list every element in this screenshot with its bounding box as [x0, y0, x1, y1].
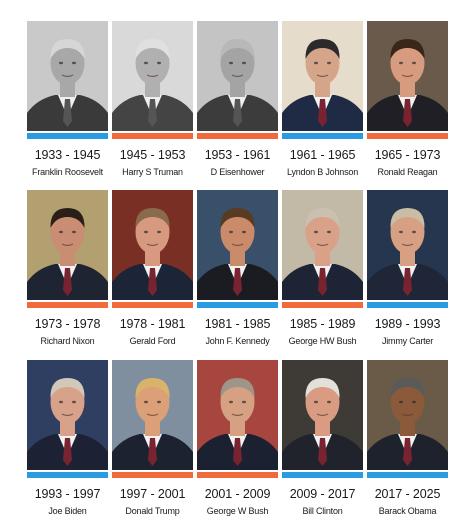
portrait-photo — [27, 190, 108, 300]
president-card: 1961 - 1965 Lyndon B Johnson — [282, 21, 363, 186]
president-card: 1965 - 1973 Ronald Reagan — [367, 21, 448, 186]
portrait-photo — [367, 190, 448, 300]
party-bar — [27, 302, 108, 308]
president-card: 1973 - 1978 Richard Nixon — [27, 190, 108, 355]
term-years: 1993 - 1997 — [34, 487, 101, 501]
president-card: 1989 - 1993 Jimmy Carter — [367, 190, 448, 355]
portrait-image — [112, 21, 193, 131]
term-years: 1965 - 1973 — [374, 148, 441, 162]
party-bar — [197, 472, 278, 478]
president-name: Joe Biden — [48, 506, 87, 516]
president-card: 1945 - 1953 Harry S Truman — [112, 21, 193, 186]
portrait-image — [197, 190, 278, 300]
term-years: 1981 - 1985 — [204, 317, 271, 331]
term-years: 1973 - 1978 — [34, 317, 101, 331]
president-card: 2017 - 2025 Barack Obama — [367, 360, 448, 525]
president-card: 1953 - 1961 D Eisenhower — [197, 21, 278, 186]
term-years: 1989 - 1993 — [374, 317, 441, 331]
party-bar — [197, 302, 278, 308]
president-name: Harry S Truman — [122, 167, 183, 177]
party-bar — [282, 302, 363, 308]
party-bar — [197, 133, 278, 139]
president-card: 1985 - 1989 George HW Bush — [282, 190, 363, 355]
portrait-photo — [197, 21, 278, 131]
president-name: Richard Nixon — [40, 336, 95, 346]
party-bar — [27, 472, 108, 478]
portrait-image — [112, 190, 193, 300]
portrait-image — [367, 21, 448, 131]
portrait-image — [282, 190, 363, 300]
president-card: 2001 - 2009 George W Bush — [197, 360, 278, 525]
president-name: George HW Bush — [288, 336, 357, 346]
portrait-image — [197, 360, 278, 470]
term-years: 1985 - 1989 — [289, 317, 356, 331]
president-name: Jimmy Carter — [381, 336, 434, 346]
president-card: 1978 - 1981 Gerald Ford — [112, 190, 193, 355]
party-bar — [112, 133, 193, 139]
president-name: Ronald Reagan — [377, 167, 438, 177]
portrait-image — [27, 21, 108, 131]
term-years: 1945 - 1953 — [119, 148, 186, 162]
party-bar — [282, 133, 363, 139]
president-card: 2009 - 2017 Bill Clinton — [282, 360, 363, 525]
portrait-photo — [197, 190, 278, 300]
portrait-photo — [282, 21, 363, 131]
term-years: 2017 - 2025 — [374, 487, 441, 501]
president-card: 1997 - 2001 Donald Trump — [112, 360, 193, 525]
portrait-photo — [112, 21, 193, 131]
portrait-image — [112, 360, 193, 470]
term-years: 2001 - 2009 — [204, 487, 271, 501]
portrait-photo — [197, 360, 278, 470]
portrait-image — [367, 190, 448, 300]
portrait-image — [197, 21, 278, 131]
portrait-photo — [282, 190, 363, 300]
party-bar — [367, 472, 448, 478]
portrait-photo — [112, 190, 193, 300]
portrait-photo — [282, 360, 363, 470]
party-bar — [112, 302, 193, 308]
term-years: 1978 - 1981 — [119, 317, 186, 331]
president-name: D Eisenhower — [210, 167, 265, 177]
term-years: 1997 - 2001 — [119, 487, 186, 501]
portrait-photo — [367, 360, 448, 470]
portrait-image — [367, 360, 448, 470]
portrait-image — [282, 360, 363, 470]
portrait-photo — [27, 360, 108, 470]
president-name: George W Bush — [206, 506, 269, 516]
president-card: 1993 - 1997 Joe Biden — [27, 360, 108, 525]
term-years: 1961 - 1965 — [289, 148, 356, 162]
party-bar — [27, 133, 108, 139]
president-name: Bill Clinton — [302, 506, 343, 516]
portrait-photo — [112, 360, 193, 470]
portrait-image — [282, 21, 363, 131]
president-card: 1981 - 1985 John F. Kennedy — [197, 190, 278, 355]
portrait-image — [27, 190, 108, 300]
party-bar — [367, 133, 448, 139]
president-name: Franklin Roosevelt — [32, 167, 103, 177]
party-bar — [367, 302, 448, 308]
term-years: 1953 - 1961 — [204, 148, 271, 162]
president-name: Gerald Ford — [129, 336, 176, 346]
party-bar — [282, 472, 363, 478]
term-years: 1933 - 1945 — [34, 148, 101, 162]
portrait-image — [27, 360, 108, 470]
party-bar — [112, 472, 193, 478]
president-name: Lyndon B Johnson — [286, 167, 359, 177]
president-name: Barack Obama — [378, 506, 437, 516]
president-name: Donald Trump — [125, 506, 180, 516]
president-name: John F. Kennedy — [205, 336, 270, 346]
portrait-photo — [367, 21, 448, 131]
president-card: 1933 - 1945 Franklin Roosevelt — [27, 21, 108, 186]
portrait-photo — [27, 21, 108, 131]
term-years: 2009 - 2017 — [289, 487, 356, 501]
